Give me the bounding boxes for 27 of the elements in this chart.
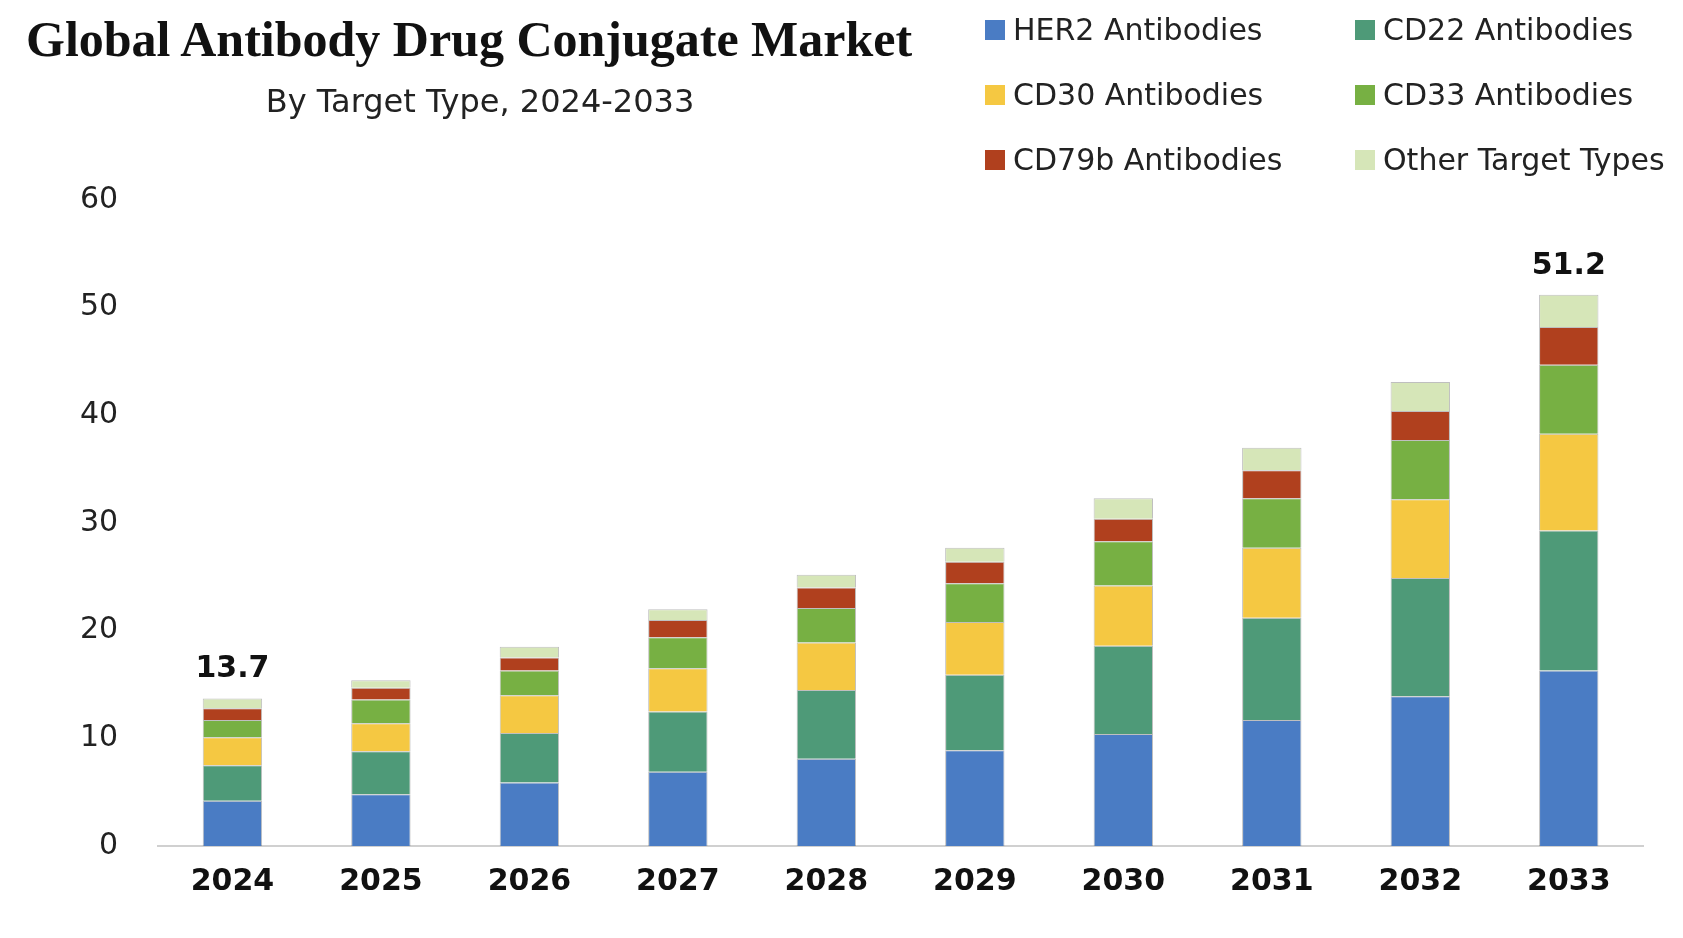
legend-label: CD30 Antibodies	[1013, 77, 1264, 112]
y-tick-label: 0	[99, 825, 119, 861]
x-tick-label: 2032	[1378, 861, 1463, 897]
x-tick-label: 2025	[339, 861, 423, 897]
legend-label: HER2 Antibodies	[1013, 12, 1263, 47]
y-tick-label: 30	[79, 502, 119, 538]
x-tick-label: 2026	[487, 861, 572, 897]
legend-label: CD22 Antibodies	[1383, 12, 1634, 47]
y-tick-label: 40	[79, 395, 119, 431]
total-label: 51.2	[1531, 245, 1606, 281]
y-tick-label: 50	[79, 287, 119, 323]
y-tick-label: 10	[79, 718, 119, 754]
x-tick-label: 2030	[1081, 861, 1166, 897]
x-tick-label: 2028	[784, 861, 869, 897]
chart-title: Global Antibody Drug Conjugate Market	[26, 10, 913, 68]
x-tick-label: 2024	[190, 861, 275, 897]
x-tick-label: 2027	[636, 861, 720, 897]
legend-label: CD33 Antibodies	[1383, 77, 1634, 112]
legend-label: CD79b Antibodies	[1013, 142, 1283, 177]
total-label: 13.7	[195, 649, 270, 685]
chart-subtitle: By Target Type, 2024-2033	[264, 82, 696, 120]
x-tick-label: 2029	[933, 861, 1017, 897]
x-tick-label: 2033	[1527, 861, 1611, 897]
legend-label: Other Target Types	[1383, 142, 1665, 177]
x-tick-label: 2031	[1230, 861, 1314, 897]
y-tick-label: 20	[79, 610, 119, 646]
y-tick-label: 60	[79, 179, 119, 215]
